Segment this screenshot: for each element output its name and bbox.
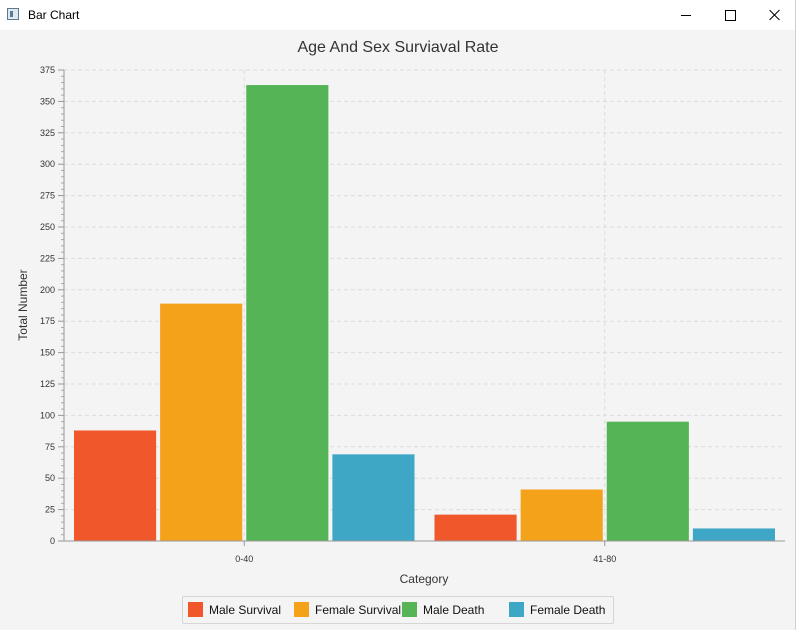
legend-swatch bbox=[294, 602, 309, 617]
y-tick-label: 50 bbox=[45, 473, 55, 483]
chart-bars bbox=[74, 85, 775, 542]
y-tick-label: 200 bbox=[40, 285, 55, 295]
legend-item: Female Survival bbox=[294, 602, 401, 617]
legend-label: Male Survival bbox=[209, 602, 282, 617]
y-tick-label: 125 bbox=[40, 379, 55, 389]
y-tick-label: 300 bbox=[40, 159, 55, 169]
y-axis-label: Total Number bbox=[16, 269, 30, 340]
x-axis-label: Category bbox=[400, 572, 449, 586]
y-tick-label: 275 bbox=[40, 191, 55, 201]
x-tick-label: 0-40 bbox=[235, 554, 253, 564]
bar bbox=[520, 489, 603, 541]
y-tick-label: 150 bbox=[40, 348, 55, 358]
minimize-icon bbox=[681, 14, 691, 16]
y-tick-label: 75 bbox=[45, 442, 55, 452]
window-titlebar: Bar Chart bbox=[0, 0, 795, 30]
window-title: Bar Chart bbox=[28, 8, 80, 22]
legend-label: Female Death bbox=[530, 602, 606, 617]
bar bbox=[246, 85, 329, 542]
bar bbox=[332, 454, 415, 541]
x-tick-label: 41-80 bbox=[593, 554, 616, 564]
legend-item: Male Survival bbox=[188, 602, 281, 617]
bar bbox=[74, 430, 157, 541]
y-tick-label: 0 bbox=[50, 536, 55, 546]
y-tick-label: 350 bbox=[40, 96, 55, 106]
legend-swatch bbox=[509, 602, 524, 617]
maximize-button[interactable] bbox=[707, 0, 753, 30]
legend-label: Male Death bbox=[423, 602, 485, 617]
bar bbox=[160, 303, 243, 541]
bar bbox=[606, 421, 689, 541]
bar bbox=[434, 514, 517, 541]
close-icon bbox=[769, 9, 781, 21]
bar bbox=[692, 528, 775, 541]
y-tick-label: 100 bbox=[40, 410, 55, 420]
y-tick-label: 225 bbox=[40, 253, 55, 263]
y-tick-label: 175 bbox=[40, 316, 55, 326]
y-axis: 0 25 50 75 100 125 150 175 200 225 250 275 300 325 350… bbox=[40, 65, 65, 546]
legend-swatch bbox=[402, 602, 417, 617]
legend-item: Female Death bbox=[509, 602, 605, 617]
app-window-icon bbox=[7, 8, 19, 20]
legend-item: Male Death bbox=[402, 602, 484, 617]
legend-swatch bbox=[188, 602, 203, 617]
y-tick-label: 250 bbox=[40, 222, 55, 232]
bar-chart: Age And Sex Surviaval Rate 0 25 50 75 100 125… bbox=[16, 39, 785, 586]
minimize-button[interactable] bbox=[663, 0, 709, 30]
legend-label: Female Survival bbox=[315, 602, 402, 617]
y-tick-label: 25 bbox=[45, 505, 55, 515]
chart-legend: Male Survival Female Survival Male Death Fe… bbox=[182, 596, 614, 624]
y-tick-label: 325 bbox=[40, 128, 55, 138]
close-button[interactable] bbox=[752, 0, 798, 30]
y-tick-label: 375 bbox=[40, 65, 55, 75]
window-border bbox=[795, 0, 803, 630]
x-axis: 0-40 41-80 bbox=[64, 540, 785, 564]
maximize-icon bbox=[724, 9, 736, 21]
chart-title: Age And Sex Surviaval Rate bbox=[297, 39, 498, 56]
